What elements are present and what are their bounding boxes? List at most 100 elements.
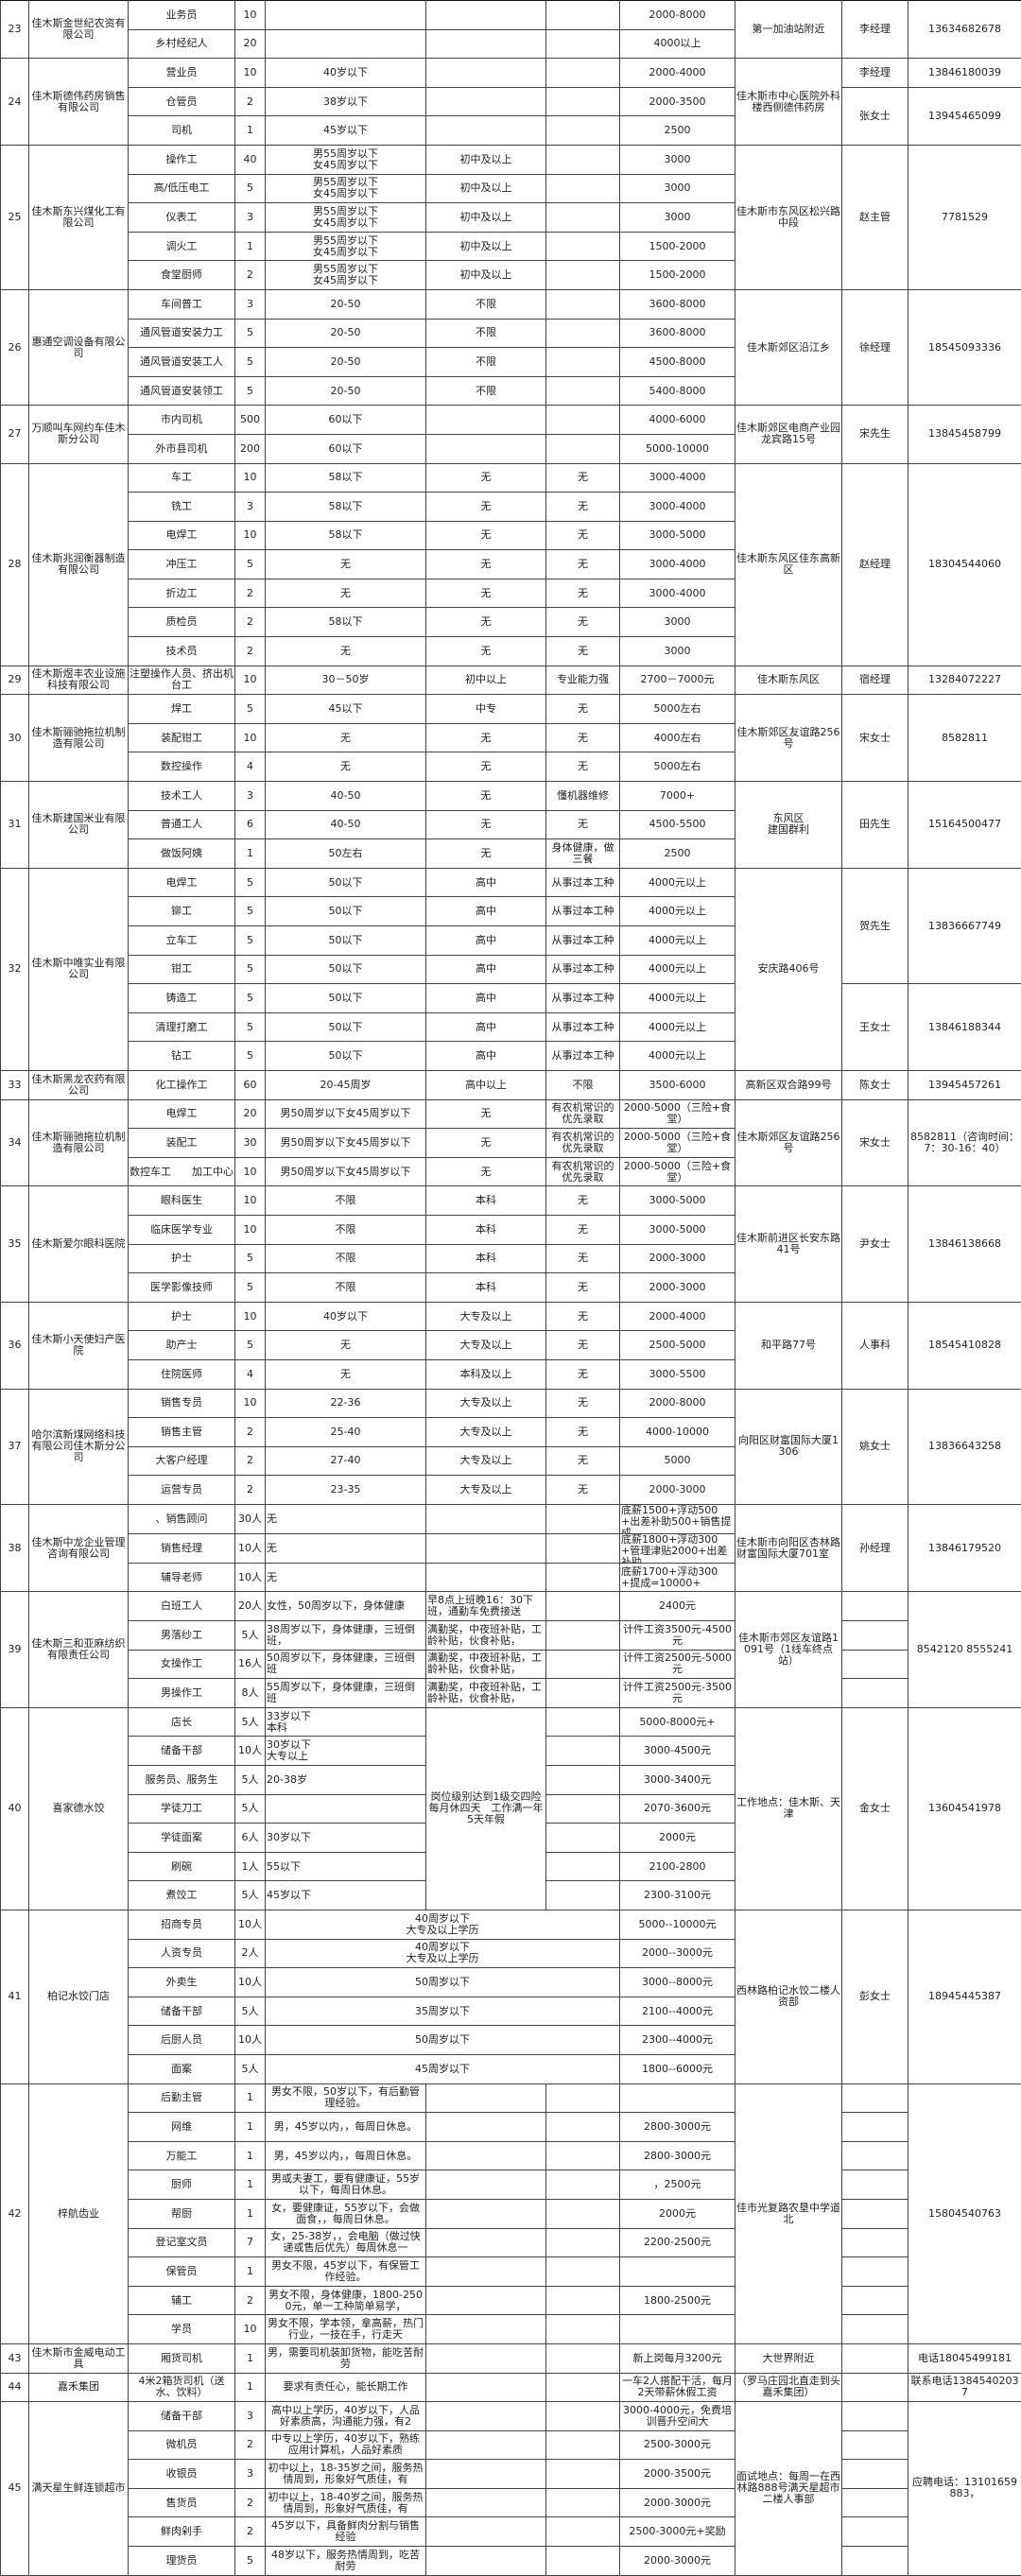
job-salary: 5400-8000 [620, 376, 735, 406]
company-address-text: 高新区双合路99号 [736, 1080, 840, 1091]
job-count: 3 [235, 289, 266, 319]
contact-phone: 18945445387 [909, 1910, 1021, 2084]
contact-person: 金女士 [842, 1707, 909, 1910]
job-age-text: 男，45岁以内，，每周日休息。 [267, 2151, 424, 2162]
job-experience-text: 从事过本工种 [547, 1022, 618, 1033]
contact-person [842, 2141, 909, 2170]
job-age: 20-38岁 [266, 1766, 426, 1795]
job-title: 4米2箱货司机（送水、饮料） [129, 2373, 235, 2402]
job-title-text: 高/低压电工 [130, 182, 234, 194]
job-experience [546, 2113, 620, 2142]
job-salary-text: 2300--4000元 [621, 2034, 734, 2046]
job-experience [546, 1650, 620, 1679]
contact-person-text: 陈女士 [843, 1080, 907, 1091]
company-address-text: 佳木斯东风区佳东高新区 [736, 553, 840, 576]
job-count: 2 [235, 2286, 266, 2315]
company-address-text: 向阳区财富国际大厦1306 [736, 1435, 840, 1458]
job-count: 20 [235, 1099, 266, 1129]
job-education [426, 2402, 546, 2431]
job-education: 高中 [426, 868, 546, 897]
job-age-text: 男55周岁以下 女45周岁以下 [267, 177, 424, 199]
company-address-text: 佳市光复路农垦中学道北 [736, 2203, 840, 2225]
contact-person: 李经理 [842, 59, 909, 88]
job-salary: 2000-3000元 [620, 2547, 735, 2576]
job-experience-text: 无 [547, 1282, 618, 1293]
job-age-text: 30岁以下 [267, 1832, 424, 1843]
job-experience: 从事过本工种 [546, 1012, 620, 1042]
job-experience-text: 无 [547, 1311, 618, 1323]
job-count: 10 [235, 1302, 266, 1331]
company-name: 惠通空调设备有限公司 [29, 289, 129, 405]
job-salary-text: 3000-4000 [621, 472, 734, 483]
job-experience: 无 [546, 493, 620, 522]
job-salary: 2000-8000 [620, 1389, 735, 1418]
job-salary-text: 底薪1800+浮动300+管理津贴2000+出差补助 [621, 1534, 734, 1563]
job-count-text: 1 [236, 2121, 264, 2133]
job-age-text: 33岁以下 本科 [267, 1711, 424, 1734]
job-age-text: 无 [267, 1340, 424, 1351]
job-education-text: 高中 [427, 935, 545, 946]
job-title-text: 普通工人 [130, 819, 234, 830]
job-education-text: 无 [427, 761, 545, 772]
contact-phone-text: 联系电话13845402037 [909, 2376, 1020, 2398]
job-title: 护士 [129, 1244, 235, 1273]
job-salary: 2300--4000元 [620, 2026, 735, 2055]
job-title-text: 白班工人 [130, 1600, 234, 1612]
contact-person [842, 2228, 909, 2257]
job-title-text: 外市县司机 [130, 443, 234, 455]
job-education [426, 2517, 546, 2547]
contact-person-text: 尹女士 [843, 1238, 907, 1250]
job-age: 25-40 [266, 1418, 426, 1447]
job-title-text: 仪表工 [130, 212, 234, 223]
job-count: 40 [235, 145, 266, 174]
job-salary-text: 3000 [621, 182, 734, 194]
job-education-text: 本科 [427, 1253, 545, 1264]
job-salary-text: 3000-5000 [621, 529, 734, 541]
job-count-text: 1 [236, 2381, 264, 2393]
job-salary: 4000元以上 [620, 1042, 735, 1071]
job-salary-text: 2000-3000 [621, 1484, 734, 1495]
job-title-text: 学员 [130, 2324, 234, 2335]
job-age: 55以下 [266, 1852, 426, 1881]
job-count-text: 10人 [236, 1977, 264, 1988]
job-salary: 计件工资2500元-5000元 [620, 1650, 735, 1679]
job-experience [546, 1737, 620, 1766]
job-education: 不限 [426, 289, 546, 319]
job-education: 中专 [426, 695, 546, 724]
job-title-text: 护士 [130, 1253, 234, 1264]
job-experience: 无 [546, 1331, 620, 1360]
company-name-text: 佳木斯金世纪农资有限公司 [30, 18, 127, 41]
job-salary-text: 2000-3500 [621, 96, 734, 108]
job-age: 40-50 [266, 782, 426, 811]
contact-person-text: 李经理 [843, 67, 907, 78]
job-title-text: 电焊工 [130, 877, 234, 889]
job-requirements: 50周岁以下 [266, 1968, 620, 1997]
job-count-text: 10 [236, 9, 264, 21]
job-salary: 3000-4000元，免费培训晋升空间大 [620, 2402, 735, 2431]
contact-phone: 15804540763 [909, 2083, 1021, 2343]
company-number: 39 [1, 1592, 29, 1707]
job-age: 男，45岁以内，，每周日休息。 [266, 2113, 426, 2142]
job-count: 60 [235, 1070, 266, 1099]
job-age-text: 男50周岁以下女45周岁以下 [267, 1137, 424, 1149]
job-experience [546, 1824, 620, 1853]
job-title-text: 销售专员 [130, 1397, 234, 1409]
job-count: 8人 [235, 1679, 266, 1708]
job-count: 5 [235, 1331, 266, 1360]
job-title: 钳工 [129, 955, 235, 984]
contact-person-text: 宋女士 [843, 1137, 907, 1149]
job-count-text: 5 [236, 356, 264, 368]
job-title-text: 质检员 [130, 616, 234, 628]
job-count: 1 [235, 839, 266, 869]
job-experience: 懂机器维修 [546, 782, 620, 811]
job-salary-text: 2000-3000 [621, 1282, 734, 1293]
job-education [426, 2199, 546, 2228]
company-address: 西林路柏记水饺二楼人资部 [735, 1910, 842, 2084]
job-education-text: 初中及以上 [427, 269, 545, 281]
job-salary: 计件工资3500元-4500元 [620, 1621, 735, 1651]
job-count: 1 [235, 116, 266, 146]
job-count-text: 20 [236, 1108, 264, 1119]
